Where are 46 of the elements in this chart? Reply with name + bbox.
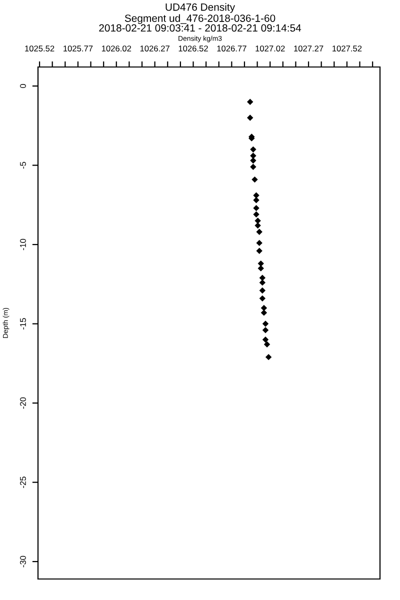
x-tick-label: 1027.52 [332, 46, 362, 52]
point [252, 176, 258, 183]
point [259, 287, 266, 294]
point [250, 146, 256, 153]
chart-subtitle: Segment ud_476-2018-036-1-60 2018-02-21 09:03:41 - 2018-02-21 09:14:54 [99, 14, 302, 32]
y-tick-label: -15 [20, 318, 26, 330]
x-tick-label: 1025.52 [25, 46, 54, 52]
x-tick-label: 1026.77 [217, 46, 246, 52]
x-tick-label: 1026.02 [102, 46, 132, 52]
point [250, 157, 256, 164]
point [260, 304, 268, 312]
point [254, 222, 261, 229]
point [253, 197, 260, 204]
y-tick-label: -30 [20, 556, 26, 568]
x-tick-label: 1027.02 [256, 46, 285, 52]
point [250, 152, 256, 159]
chart-title: UD476 Density [166, 3, 236, 13]
point [258, 265, 264, 272]
point [247, 98, 254, 105]
point [247, 114, 254, 121]
point [262, 320, 269, 327]
point [250, 164, 256, 170]
point [254, 218, 261, 224]
point [256, 240, 262, 246]
point [259, 295, 266, 302]
point [253, 211, 260, 218]
y-tick-label: -10 [20, 238, 26, 250]
x-tick-label: 1027.27 [294, 46, 324, 52]
y-tick-label: -5 [20, 162, 26, 169]
x-tick-label: 1025.77 [64, 46, 93, 52]
y-tick-label: -20 [20, 397, 26, 409]
point [258, 260, 264, 267]
point [259, 279, 266, 286]
y-tick-label: -25 [20, 476, 26, 488]
point [262, 336, 269, 343]
point [253, 204, 260, 212]
point [264, 341, 270, 348]
x-tick-label: 1026.27 [140, 46, 170, 52]
point [260, 310, 268, 316]
point [256, 228, 262, 235]
y-tick-label: 0 [20, 84, 26, 88]
point [259, 274, 266, 281]
point [262, 327, 269, 334]
x-tick-label: 1026.52 [178, 46, 208, 52]
point [265, 354, 272, 360]
point [256, 248, 262, 254]
